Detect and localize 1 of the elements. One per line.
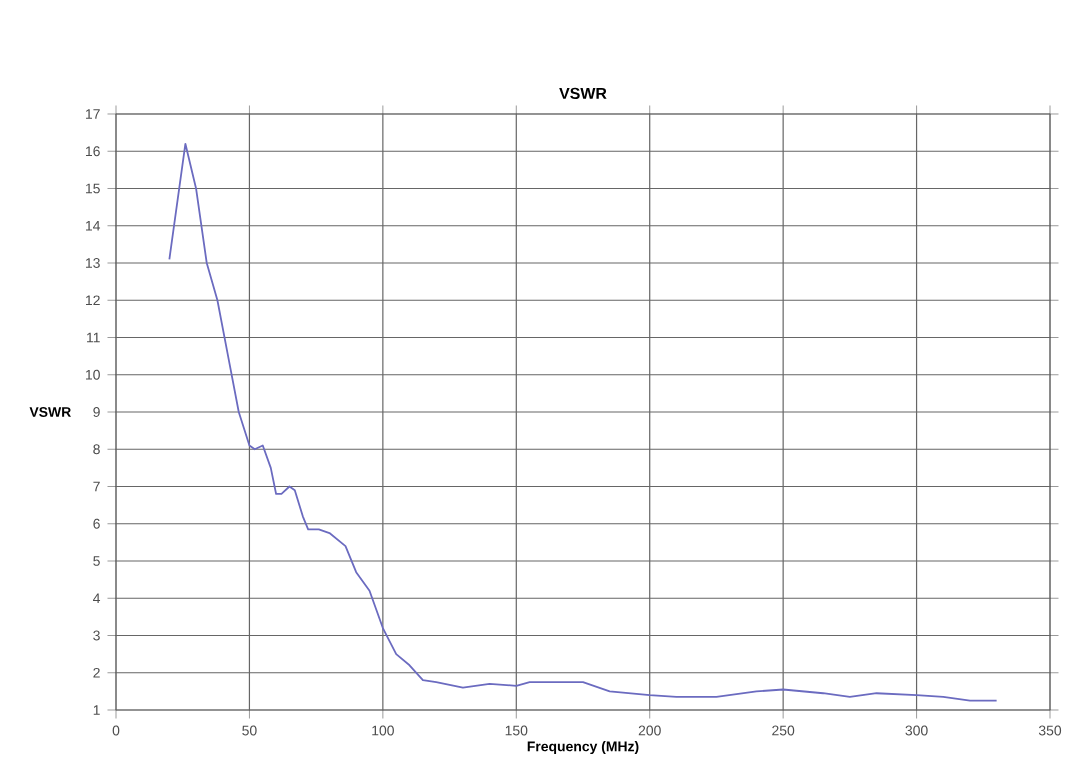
line-series (168, 142, 998, 702)
